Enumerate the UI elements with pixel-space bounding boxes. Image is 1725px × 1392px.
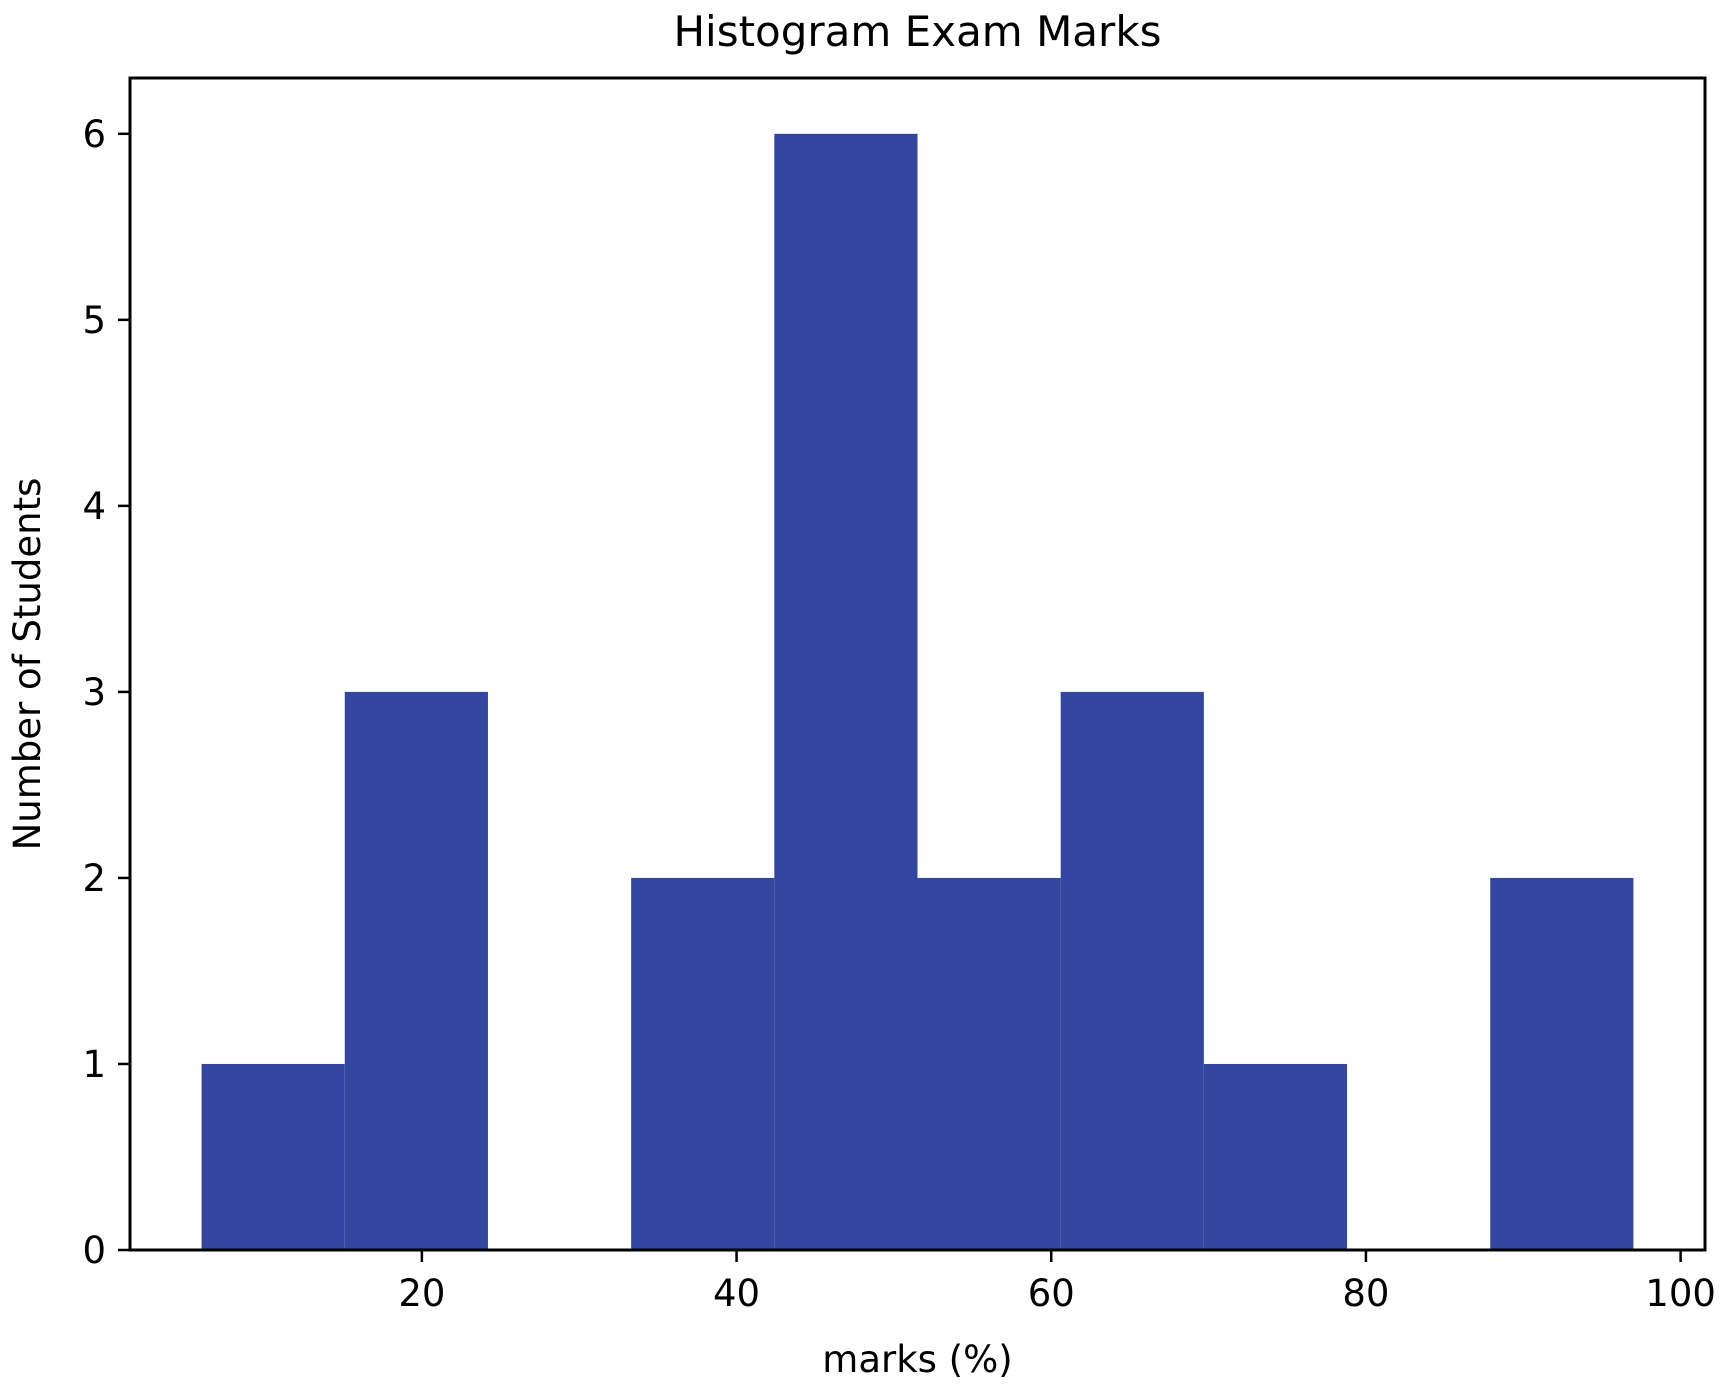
histogram-bar-7 [1060, 691, 1204, 1250]
bars-layer [201, 133, 1634, 1250]
y-tick-label: 1 [82, 1043, 106, 1086]
y-axis-ticks: 0 1 2 3 4 5 6 [82, 113, 130, 1272]
histogram-bar-6 [917, 877, 1061, 1250]
x-tick-label: 80 [1342, 1272, 1389, 1315]
chart-title: Histogram Exam Marks [673, 7, 1161, 56]
histogram-bar-1 [201, 1063, 345, 1250]
y-tick-label: 5 [82, 299, 106, 342]
y-axis-label: Number of Students [6, 478, 49, 851]
x-tick-label: 20 [398, 1272, 445, 1315]
histogram-bar-8 [1203, 1063, 1348, 1250]
x-tick-label: 40 [713, 1272, 760, 1315]
histogram-bar-10 [1490, 877, 1634, 1250]
plot-area-frame [128, 76, 1707, 1252]
y-tick-label: 3 [82, 671, 106, 714]
x-axis-label: marks (%) [822, 1338, 1012, 1381]
x-axis-ticks: 20 40 60 80 100 [398, 1250, 1716, 1315]
histogram-bar-4 [631, 877, 775, 1250]
y-tick-label: 4 [82, 485, 106, 528]
y-tick-label: 0 [82, 1229, 106, 1272]
x-tick-label: 60 [1028, 1272, 1075, 1315]
y-tick-label: 6 [82, 113, 106, 156]
y-tick-label: 2 [82, 857, 106, 900]
x-tick-label: 100 [1645, 1272, 1716, 1315]
histogram-bar-2 [344, 691, 488, 1250]
histogram-bar-5 [774, 133, 918, 1250]
